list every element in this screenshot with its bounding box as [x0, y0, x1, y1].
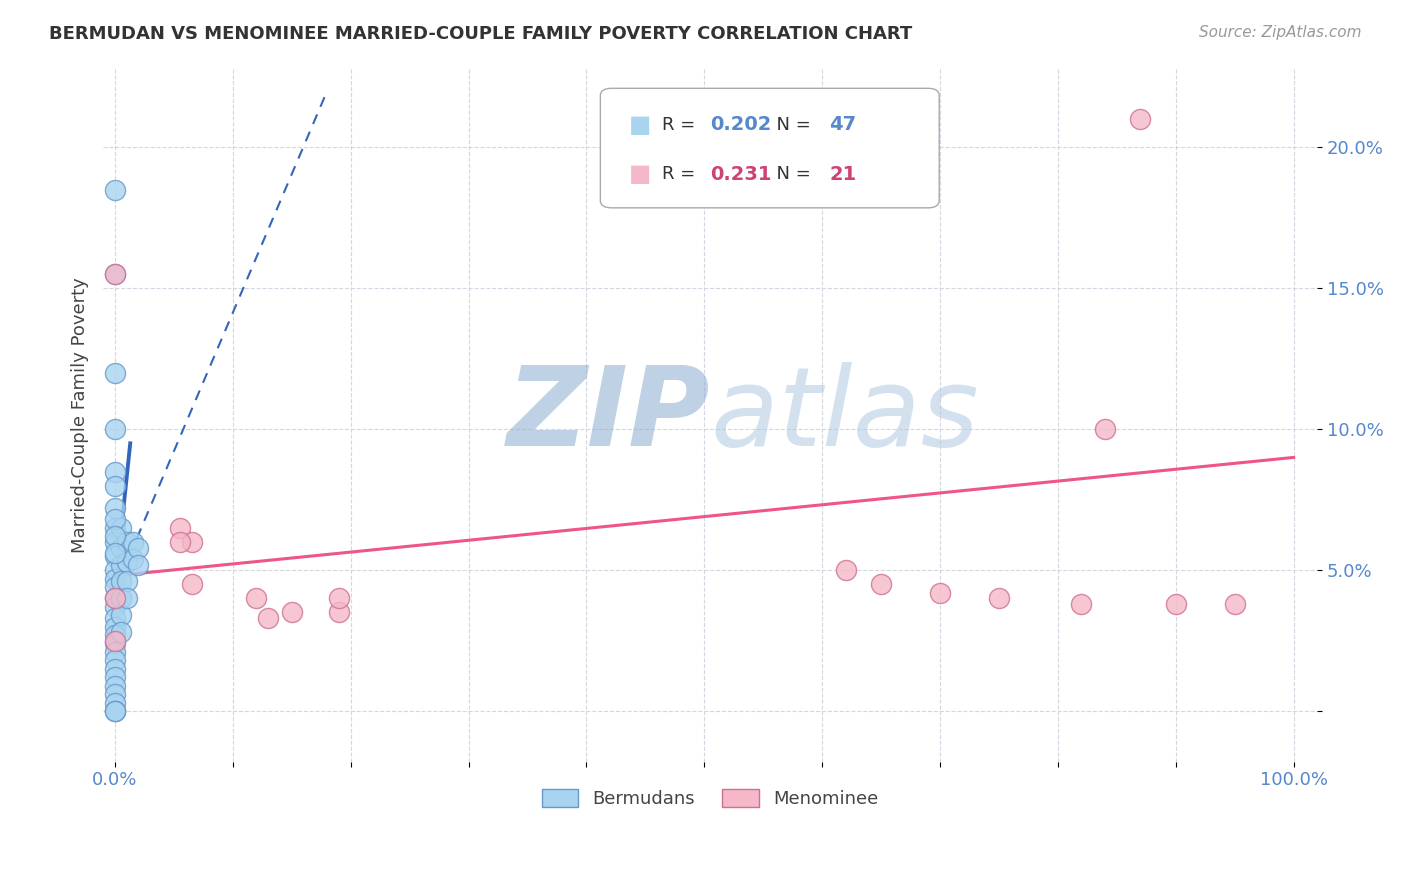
Text: 47: 47	[830, 115, 856, 135]
Point	[104, 529, 127, 543]
Point	[1094, 422, 1116, 436]
Point	[104, 611, 127, 625]
Point	[115, 535, 138, 549]
Point	[1223, 597, 1246, 611]
Point	[104, 549, 127, 563]
Point	[169, 521, 191, 535]
Point	[1070, 597, 1092, 611]
Point	[110, 574, 132, 589]
Point	[104, 591, 127, 606]
Text: N =: N =	[765, 165, 817, 184]
Point	[104, 704, 127, 718]
Point	[1164, 597, 1187, 611]
Point	[128, 558, 150, 572]
Point	[104, 546, 127, 560]
Text: ■: ■	[628, 162, 651, 186]
Point	[104, 704, 127, 718]
Point	[169, 535, 191, 549]
Point	[110, 625, 132, 640]
Point	[104, 619, 127, 633]
Point	[988, 591, 1011, 606]
Point	[115, 574, 138, 589]
Point	[104, 653, 127, 667]
Point	[104, 628, 127, 642]
Point	[110, 521, 132, 535]
Point	[115, 591, 138, 606]
Point	[180, 577, 202, 591]
Point	[104, 662, 127, 676]
Point	[104, 267, 127, 281]
Point	[870, 577, 893, 591]
Point	[104, 633, 127, 648]
Point	[104, 645, 127, 659]
Point	[180, 535, 202, 549]
Point	[929, 585, 952, 599]
Point	[104, 687, 127, 701]
Point	[104, 366, 127, 380]
Text: R =: R =	[662, 116, 702, 134]
Point	[280, 606, 302, 620]
Text: Source: ZipAtlas.com: Source: ZipAtlas.com	[1198, 25, 1361, 40]
Point	[128, 541, 150, 555]
Point	[328, 606, 350, 620]
Text: R =: R =	[662, 165, 702, 184]
Point	[121, 552, 143, 566]
Point	[257, 611, 280, 625]
Point	[835, 563, 858, 577]
Point	[104, 670, 127, 684]
Point	[1129, 112, 1152, 127]
Text: N =: N =	[765, 116, 817, 134]
Point	[104, 563, 127, 577]
Point	[110, 558, 132, 572]
Point	[115, 555, 138, 569]
Point	[121, 535, 143, 549]
Point	[104, 478, 127, 492]
Legend: Bermudans, Menominee: Bermudans, Menominee	[534, 781, 886, 815]
Text: 21: 21	[830, 165, 856, 184]
Point	[104, 580, 127, 594]
Text: atlas: atlas	[710, 361, 979, 468]
Point	[104, 599, 127, 614]
Point	[104, 422, 127, 436]
Text: 0.231: 0.231	[710, 165, 772, 184]
Point	[104, 512, 127, 526]
Point	[104, 183, 127, 197]
Point	[104, 501, 127, 516]
Text: BERMUDAN VS MENOMINEE MARRIED-COUPLE FAMILY POVERTY CORRELATION CHART: BERMUDAN VS MENOMINEE MARRIED-COUPLE FAM…	[49, 25, 912, 43]
Point	[104, 465, 127, 479]
Point	[104, 591, 127, 606]
Point	[104, 267, 127, 281]
Point	[104, 704, 127, 718]
Point	[104, 636, 127, 650]
Point	[104, 679, 127, 693]
Point	[104, 696, 127, 710]
Point	[110, 541, 132, 555]
Point	[104, 572, 127, 586]
Y-axis label: Married-Couple Family Poverty: Married-Couple Family Poverty	[72, 277, 89, 553]
Point	[245, 591, 267, 606]
Text: 0.202: 0.202	[710, 115, 772, 135]
Point	[328, 591, 350, 606]
Point	[104, 521, 127, 535]
Point	[110, 591, 132, 606]
Text: ■: ■	[628, 113, 651, 136]
Point	[110, 608, 132, 623]
Point	[104, 535, 127, 549]
Text: ZIP: ZIP	[506, 361, 710, 468]
